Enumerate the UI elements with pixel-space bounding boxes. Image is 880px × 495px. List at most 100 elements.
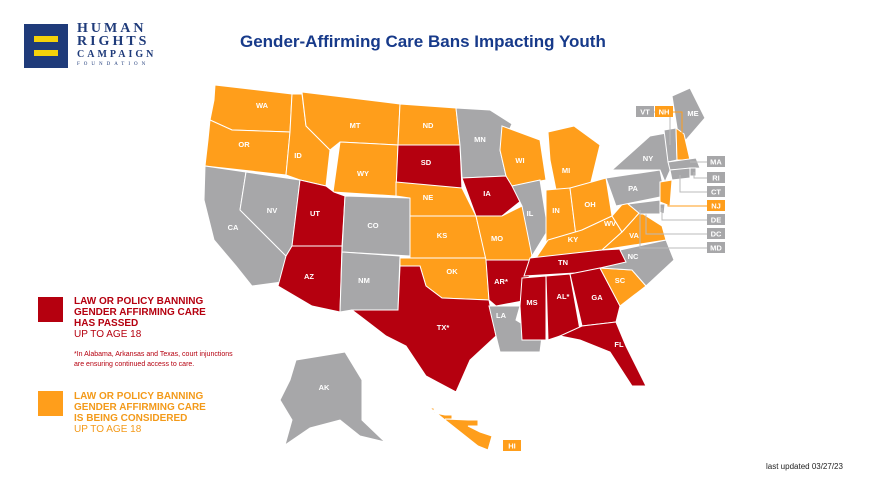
state-label: WY — [357, 169, 369, 178]
state-label: ID — [294, 151, 302, 160]
state-label: DC — [711, 230, 722, 239]
state-label: WA — [256, 101, 269, 110]
legend-text: LAW OR POLICY BANNING — [74, 296, 204, 307]
legend-passed-heading: LAW OR POLICY BANNING GENDER AFFIRMING C… — [74, 296, 206, 329]
callout-line — [639, 210, 707, 249]
state-ma — [667, 157, 701, 171]
state-label: UT — [310, 209, 320, 218]
state-label: MS — [526, 298, 537, 307]
state-label: KS — [437, 231, 447, 240]
callout-line — [679, 175, 707, 193]
state-label: WV — [604, 219, 616, 228]
state-ia — [461, 175, 523, 217]
callout-line — [645, 208, 707, 235]
callout-box — [707, 214, 725, 225]
state-label: MI — [562, 166, 570, 175]
callout-box — [707, 156, 725, 167]
state-label: TX* — [437, 323, 450, 332]
state-ks — [409, 215, 487, 259]
note-line: *In Alabama, Arkansas and Texas, court i… — [74, 351, 233, 358]
callout-box — [655, 106, 673, 117]
state-mi — [547, 125, 601, 191]
legend-text: IS BEING CONSIDERED — [74, 413, 188, 424]
logo-line: CAMPAIGN — [77, 49, 157, 60]
legend-considered-heading: LAW OR POLICY BANNING GENDER AFFIRMING C… — [74, 391, 206, 424]
state-label: NH — [659, 108, 670, 117]
state-label: AR* — [494, 277, 508, 286]
last-updated: last updated 03/27/23 — [766, 462, 843, 471]
state-hi — [428, 407, 493, 451]
state-label: CA — [228, 223, 239, 232]
state-label: MD — [710, 244, 722, 253]
state-label: MT — [350, 121, 361, 130]
state-label: IA — [483, 189, 491, 198]
legend-considered-sub: UP TO AGE 18 — [74, 424, 142, 435]
state-label: GA — [591, 293, 603, 302]
callout-line — [661, 208, 707, 221]
state-il — [511, 179, 549, 258]
state-label: CT — [711, 188, 721, 197]
legend-text: GENDER AFFIRMING CARE — [74, 307, 206, 318]
state-label: MN — [474, 135, 486, 144]
state-me — [671, 87, 706, 141]
state-label: TN — [558, 258, 568, 267]
state-ms — [519, 275, 547, 341]
callout-box — [707, 228, 725, 239]
state-ct — [669, 167, 691, 181]
state-label: RI — [712, 174, 720, 183]
state-nm — [339, 251, 401, 313]
state-label: IN — [552, 206, 560, 215]
state-label: MA — [710, 158, 722, 167]
state-label: AZ — [304, 272, 314, 281]
state-label: AK — [319, 383, 330, 392]
state-ri — [689, 167, 697, 177]
state-label: KY — [568, 235, 578, 244]
callout-box — [707, 200, 725, 211]
legend-text: HAS PASSED — [74, 318, 139, 329]
state-nj — [659, 179, 673, 207]
equality-logo-icon — [24, 23, 68, 68]
state-label: VT — [640, 108, 650, 117]
state-label: IL — [527, 209, 534, 218]
state-label: NY — [643, 154, 653, 163]
state-ak — [279, 351, 387, 447]
state-nc — [599, 239, 675, 287]
state-ar — [485, 259, 531, 307]
page-title: Gender-Affirming Care Bans Impacting You… — [240, 32, 606, 51]
legend-swatch-passed — [38, 297, 63, 322]
state-tx — [350, 265, 497, 393]
callout-line — [667, 192, 707, 207]
state-label: WI — [515, 156, 524, 165]
state-md — [626, 199, 661, 215]
state-label: NC — [628, 252, 639, 261]
state-label: SD — [421, 158, 432, 167]
state-wa — [209, 84, 293, 133]
hrc-logo: HUMAN RIGHTS CAMPAIGN FOUNDATION — [24, 22, 156, 69]
injunction-note: *In Alabama, Arkansas and Texas, court i… — [74, 350, 233, 370]
logo-line: HUMAN — [77, 21, 147, 36]
callout-box — [503, 440, 521, 451]
legend-swatch-considered — [38, 391, 63, 416]
state-label: FL — [614, 340, 624, 349]
callout-box — [707, 242, 725, 253]
logo-line: RIGHTS — [77, 34, 150, 49]
state-label: OH — [584, 200, 595, 209]
state-label: NJ — [711, 202, 721, 211]
state-label: PA — [628, 184, 638, 193]
state-va — [600, 211, 667, 251]
callout-box — [707, 172, 725, 183]
logo-line: FOUNDATION — [77, 62, 150, 67]
state-label: ME — [687, 109, 698, 118]
legend-text: LAW OR POLICY BANNING — [74, 391, 204, 402]
state-label: OR — [238, 140, 250, 149]
state-label: MO — [491, 234, 503, 243]
state-fl — [558, 321, 647, 387]
state-label: SC — [615, 276, 626, 285]
state-label: DE — [711, 216, 721, 225]
state-label: VA — [629, 231, 639, 240]
legend-passed-sub: UP TO AGE 18 — [74, 329, 142, 340]
note-line: are ensuring continued access to care. — [74, 361, 195, 368]
callout-box — [707, 186, 725, 197]
